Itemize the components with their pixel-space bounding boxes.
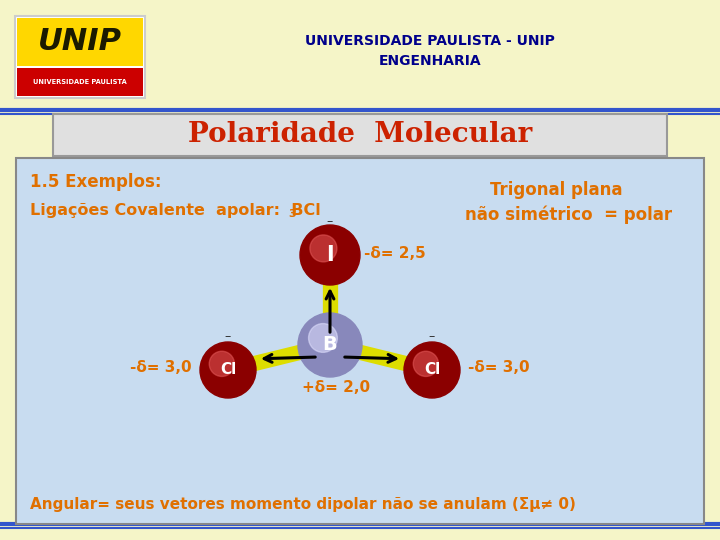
Text: UNIP: UNIP: [38, 26, 122, 56]
Text: +δ= 2,0: +δ= 2,0: [302, 381, 370, 395]
Circle shape: [298, 313, 362, 377]
Text: Ligações Covalente  apolar:  BCl: Ligações Covalente apolar: BCl: [30, 202, 320, 218]
Text: 1.5 Exemplos:: 1.5 Exemplos:: [30, 173, 161, 191]
Text: 3: 3: [288, 209, 296, 219]
Text: –: –: [429, 330, 435, 343]
Text: não simétrico  = polar: não simétrico = polar: [465, 206, 672, 224]
Circle shape: [200, 342, 256, 398]
Circle shape: [404, 342, 460, 398]
Circle shape: [309, 323, 338, 353]
FancyBboxPatch shape: [17, 68, 143, 96]
Circle shape: [300, 225, 360, 285]
Text: Cl: Cl: [424, 362, 440, 377]
Text: Angular= seus vetores momento dipolar não se anulam (Σμ≠ 0): Angular= seus vetores momento dipolar nã…: [30, 496, 576, 511]
Text: Polaridade  Molecular: Polaridade Molecular: [188, 122, 532, 148]
FancyBboxPatch shape: [17, 18, 143, 66]
Text: –: –: [225, 330, 231, 343]
Text: -δ= 3,0: -δ= 3,0: [468, 361, 530, 375]
Text: -δ= 2,5: -δ= 2,5: [364, 246, 426, 260]
Text: UNIVERSIDADE PAULISTA: UNIVERSIDADE PAULISTA: [33, 79, 127, 85]
Circle shape: [310, 235, 337, 262]
Circle shape: [413, 351, 438, 376]
Text: Cl: Cl: [220, 362, 236, 377]
Text: –: –: [327, 215, 333, 228]
FancyBboxPatch shape: [53, 114, 667, 156]
Text: UNIVERSIDADE PAULISTA - UNIP
ENGENHARIA: UNIVERSIDADE PAULISTA - UNIP ENGENHARIA: [305, 33, 555, 68]
Text: Trigonal plana: Trigonal plana: [490, 181, 623, 199]
Text: I: I: [326, 245, 334, 265]
Text: -δ= 3,0: -δ= 3,0: [130, 361, 192, 375]
FancyBboxPatch shape: [16, 158, 704, 524]
Circle shape: [210, 351, 235, 376]
FancyBboxPatch shape: [15, 16, 145, 98]
Text: B: B: [323, 335, 338, 354]
